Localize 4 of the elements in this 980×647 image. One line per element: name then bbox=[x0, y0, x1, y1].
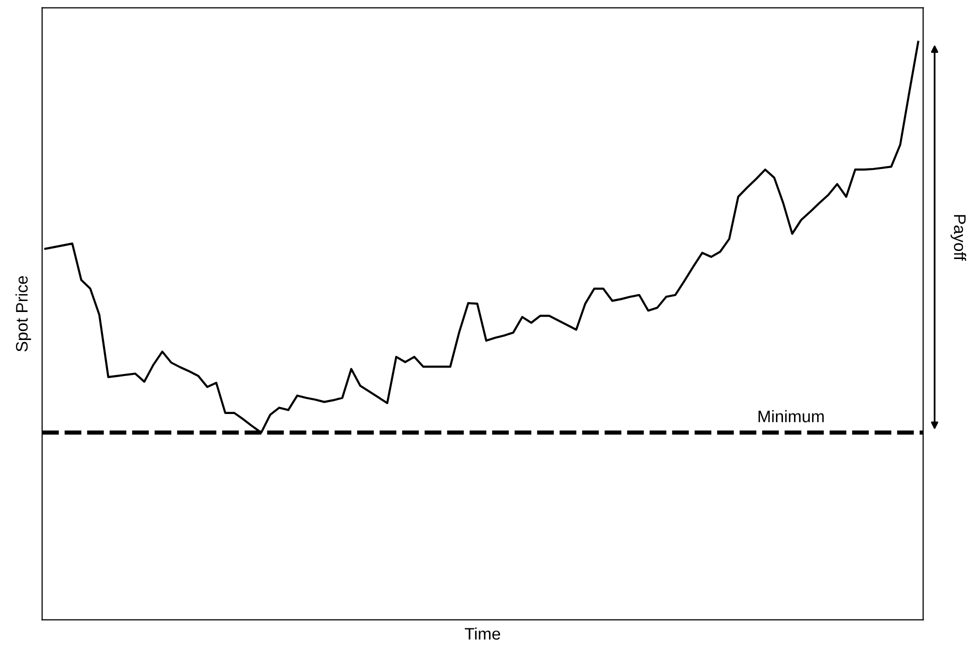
ref-line-label: Minimum bbox=[758, 410, 824, 422]
x-axis-title: Time bbox=[464, 627, 500, 640]
y-axis-title: Spot Price bbox=[15, 276, 32, 352]
text: Payoff bbox=[950, 215, 966, 261]
